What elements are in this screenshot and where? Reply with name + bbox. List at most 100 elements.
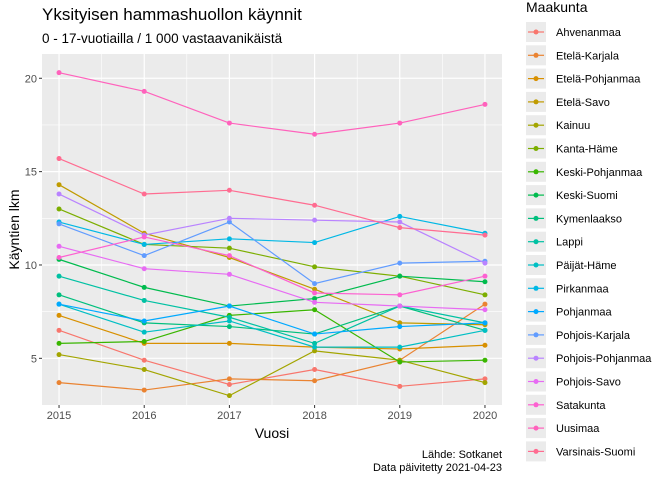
legend-key-point (533, 332, 539, 338)
y-tick-label: 5 (31, 353, 37, 365)
data-point (141, 241, 147, 247)
series-0 (56, 327, 488, 389)
data-point (312, 348, 318, 354)
x-tick-label: 2015 (47, 410, 71, 422)
legend-item: Keski-Pohjanmaa (526, 161, 643, 182)
legend-key-point (533, 309, 539, 315)
data-point (312, 340, 318, 346)
series-line (58, 258, 486, 307)
legend-label: Pohjois-Pohjanmaa (556, 353, 652, 365)
data-point (226, 324, 232, 330)
legend-key-point (533, 355, 539, 361)
legend-key-point (533, 169, 539, 175)
legend-item: Pohjois-Savo (526, 371, 621, 392)
legend-key-point (533, 29, 539, 35)
data-point (226, 253, 232, 259)
legend-key-point (533, 239, 539, 245)
x-tick-label: 2019 (388, 410, 412, 422)
data-point (141, 357, 147, 363)
legend-label: Varsinais-Suomi (556, 446, 635, 458)
legend-key-point (533, 262, 539, 268)
legend-key-point (533, 402, 539, 408)
legend-key-point (533, 379, 539, 384)
legend-item: Pohjanmaa (526, 301, 613, 322)
data-point (397, 303, 403, 309)
data-point (141, 339, 147, 345)
data-point (226, 318, 232, 324)
series-line (58, 184, 485, 326)
caption-source: Lähde: Sotkanet (422, 449, 502, 461)
data-point (312, 290, 318, 296)
series-line (58, 329, 486, 387)
data-point (141, 191, 147, 197)
legend-item: Lappi (526, 231, 583, 252)
data-point (56, 340, 62, 346)
data-point (397, 120, 403, 126)
data-point (482, 380, 488, 386)
series-line (58, 303, 485, 335)
legend-label: Etelä-Savo (556, 97, 610, 109)
data-point (141, 297, 147, 303)
legend-label: Etelä-Pohjanmaa (556, 74, 641, 86)
legend-item: Etelä-Karjala (526, 45, 620, 66)
data-point (56, 156, 62, 162)
legend-key-point (533, 215, 539, 221)
x-tick-label: 2016 (132, 410, 156, 422)
data-point (226, 303, 232, 309)
series-4 (56, 348, 488, 399)
axes: 5 10 15 20 2015 2016 2017 2018 2019 2020 (25, 73, 497, 422)
data-point (56, 352, 62, 358)
data-point (397, 359, 403, 365)
y-axis-title: Käyntien lkm (6, 189, 22, 269)
legend-label: Kanta-Häme (556, 144, 618, 156)
data-point (312, 131, 318, 137)
legend-label: Satakunta (556, 400, 606, 412)
legend-item: Pohjois-Pohjanmaa (526, 348, 652, 369)
y-tick-label: 10 (25, 260, 37, 272)
legend-key-point (533, 76, 539, 82)
data-point (312, 264, 318, 270)
data-point (56, 327, 62, 333)
data-point (56, 206, 62, 212)
data-point (312, 367, 318, 373)
legend-item: Pohjois-Karjala (526, 324, 631, 345)
chart-title: Yksityisen hammashuollon käynnit (42, 5, 302, 24)
x-axis-title: Vuosi (255, 425, 290, 441)
data-point (397, 225, 403, 231)
x-tick-label: 2020 (473, 410, 497, 422)
data-point (482, 320, 488, 326)
legend-item: Pirkanmaa (526, 278, 609, 299)
series-15 (56, 243, 488, 313)
data-point (226, 381, 232, 387)
data-point (312, 307, 318, 313)
data-point (226, 271, 232, 277)
grid-lines (42, 54, 502, 405)
series-line (58, 72, 486, 135)
legend-label: Etelä-Karjala (556, 50, 620, 62)
data-point (482, 301, 488, 307)
data-point (141, 367, 147, 373)
data-point (397, 260, 403, 266)
legend-item: Keski-Suomi (526, 185, 618, 206)
x-tick-label: 2017 (217, 410, 241, 422)
data-point (141, 387, 147, 393)
data-point (482, 376, 488, 382)
legend: Maakunta Ahvenanmaa Etelä-Karjala Etelä-Po… (526, 0, 652, 462)
data-point (226, 340, 232, 346)
legend-item: Kainuu (526, 115, 590, 136)
legend-key-point (533, 146, 539, 151)
series-12 (56, 301, 488, 337)
data-point (226, 215, 232, 221)
data-point (397, 219, 403, 225)
data-point (141, 88, 147, 94)
series-line (58, 157, 486, 236)
data-point (482, 292, 488, 298)
legend-key-point (533, 122, 539, 128)
data-point (397, 324, 403, 330)
data-point (312, 281, 318, 287)
data-point (482, 307, 488, 313)
legend-item: Päijät-Häme (526, 255, 617, 275)
data-point (226, 187, 232, 193)
series-line (58, 221, 485, 285)
legend-label: Kymenlaakso (556, 213, 622, 225)
